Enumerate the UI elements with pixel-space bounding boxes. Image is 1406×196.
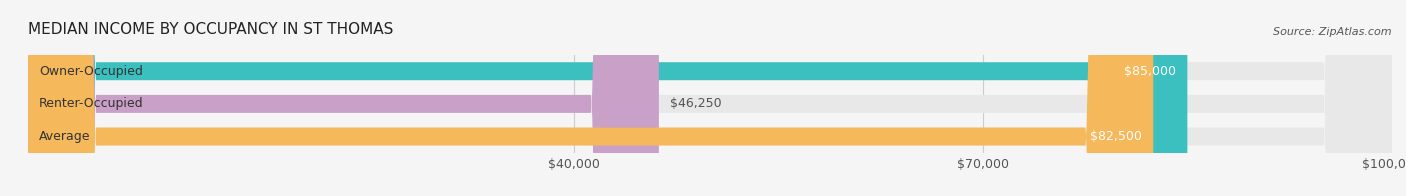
- Text: Renter-Occupied: Renter-Occupied: [39, 97, 143, 110]
- FancyBboxPatch shape: [28, 0, 1392, 196]
- FancyBboxPatch shape: [28, 0, 1153, 196]
- FancyBboxPatch shape: [28, 0, 1392, 196]
- Text: $82,500: $82,500: [1091, 130, 1142, 143]
- Text: Owner-Occupied: Owner-Occupied: [39, 65, 143, 78]
- FancyBboxPatch shape: [28, 0, 1392, 196]
- Text: $46,250: $46,250: [669, 97, 721, 110]
- FancyBboxPatch shape: [28, 0, 1188, 196]
- Text: Source: ZipAtlas.com: Source: ZipAtlas.com: [1274, 27, 1392, 37]
- Text: Average: Average: [39, 130, 90, 143]
- Text: $85,000: $85,000: [1125, 65, 1177, 78]
- Text: MEDIAN INCOME BY OCCUPANCY IN ST THOMAS: MEDIAN INCOME BY OCCUPANCY IN ST THOMAS: [28, 22, 394, 37]
- FancyBboxPatch shape: [28, 0, 659, 196]
